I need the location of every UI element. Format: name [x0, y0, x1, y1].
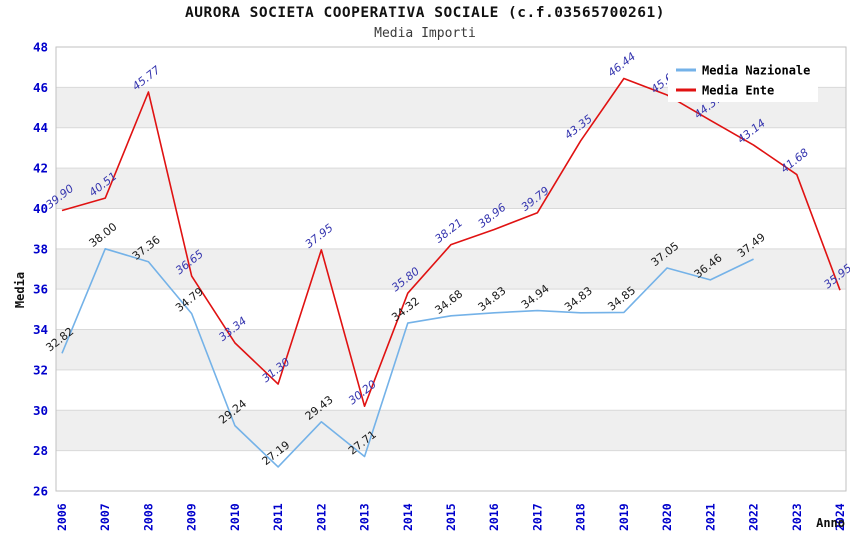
point-label: 30.20: [346, 378, 379, 408]
y-tick-label: 34: [33, 322, 48, 337]
legend-box: [668, 54, 818, 102]
x-tick-label: 2010: [228, 503, 242, 531]
chart-title: AURORA SOCIETA COOPERATIVA SOCIALE (c.f.…: [185, 5, 665, 21]
x-tick-label: 2014: [401, 503, 415, 531]
y-tick-label: 44: [33, 120, 48, 135]
x-tick-label: 2023: [790, 503, 804, 531]
y-tick-label: 30: [33, 403, 48, 418]
plot-band: [56, 168, 846, 209]
x-tick-label: 2007: [98, 503, 112, 531]
legend-label-media-nazionale: Media Nazionale: [702, 64, 810, 78]
x-axis-title: Anno: [816, 516, 845, 530]
x-tick-label: 2017: [530, 503, 544, 531]
legend-label-media-ente: Media Ente: [702, 84, 774, 98]
plot-border: [55, 46, 847, 492]
plot-band: [56, 329, 846, 370]
y-tick-label: 32: [33, 362, 48, 377]
x-tick-label: 2013: [358, 503, 372, 531]
plot-band: [56, 410, 846, 451]
point-label: 46.44: [605, 50, 638, 80]
x-tick-label: 2015: [444, 503, 458, 531]
y-tick-label: 40: [33, 201, 48, 216]
point-label: 34.68: [432, 287, 465, 317]
point-label: 38.00: [87, 220, 120, 250]
x-tick-label: 2024: [833, 503, 847, 531]
y-tick-label: 36: [33, 282, 48, 297]
x-tick-label: 2021: [703, 503, 717, 531]
y-tick-label: 42: [33, 161, 48, 176]
x-tick-label: 2012: [314, 503, 328, 531]
series-line-media-nazionale: [61, 248, 754, 468]
chart-subtitle: Media Importi: [374, 26, 476, 41]
x-tick-label: 2011: [271, 503, 285, 531]
y-tick-label: 28: [33, 443, 48, 458]
y-tick-label: 26: [33, 484, 48, 499]
y-axis-title: Media: [13, 272, 27, 308]
y-tick-label: 48: [33, 40, 48, 55]
x-tick-label: 2009: [185, 503, 199, 531]
x-tick-label: 2018: [574, 503, 588, 531]
y-tick-label: 38: [33, 241, 48, 256]
series-line-media-ente: [61, 77, 841, 408]
y-tick-label: 46: [33, 80, 48, 95]
point-label: 37.95: [303, 221, 336, 251]
x-tick-label: 2022: [747, 503, 761, 531]
x-tick-label: 2006: [55, 503, 69, 531]
x-tick-label: 2016: [487, 503, 501, 531]
x-tick-label: 2008: [141, 503, 155, 531]
x-tick-label: 2020: [660, 503, 674, 531]
x-tick-label: 2019: [617, 503, 631, 531]
